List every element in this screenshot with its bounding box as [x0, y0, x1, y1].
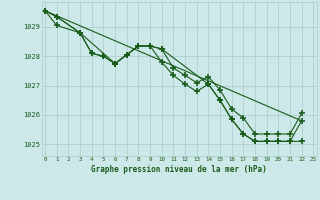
X-axis label: Graphe pression niveau de la mer (hPa): Graphe pression niveau de la mer (hPa)	[91, 165, 267, 174]
